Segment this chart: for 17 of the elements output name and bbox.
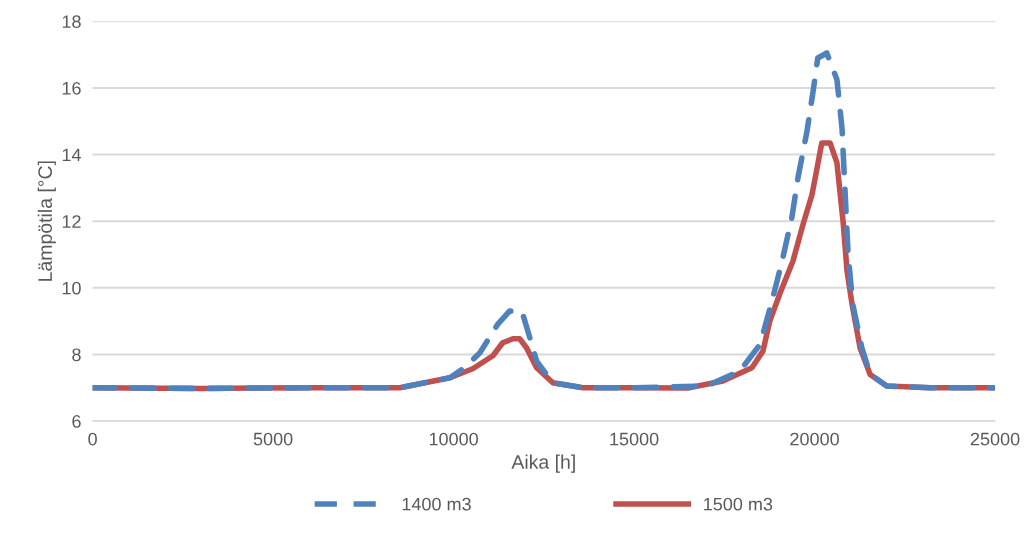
x-tick-label: 20000 [790,432,839,446]
x-tick-label: 5000 [253,432,293,446]
x-tick-label: 15000 [610,432,659,446]
x-axis-title: Aika [h] [511,454,575,473]
x-tick-label: 0 [88,432,97,446]
x-tick-label: 10000 [429,432,478,446]
legend-label: 1500 m3 [704,497,773,511]
y-tick-label: 12 [62,215,81,228]
y-tick-label: 6 [72,415,81,428]
y-tick-label: 10 [62,281,81,295]
x-tick-label: 25000 [970,432,1020,446]
y-tick-label: 16 [62,81,81,95]
y-tick-label: 18 [62,15,81,29]
y-axis-title: Lämpötila [°C] [37,161,56,281]
y-tick-label: 8 [72,348,81,362]
legend-label: 1400 m3 [402,497,471,511]
y-tick-label: 14 [62,148,81,162]
